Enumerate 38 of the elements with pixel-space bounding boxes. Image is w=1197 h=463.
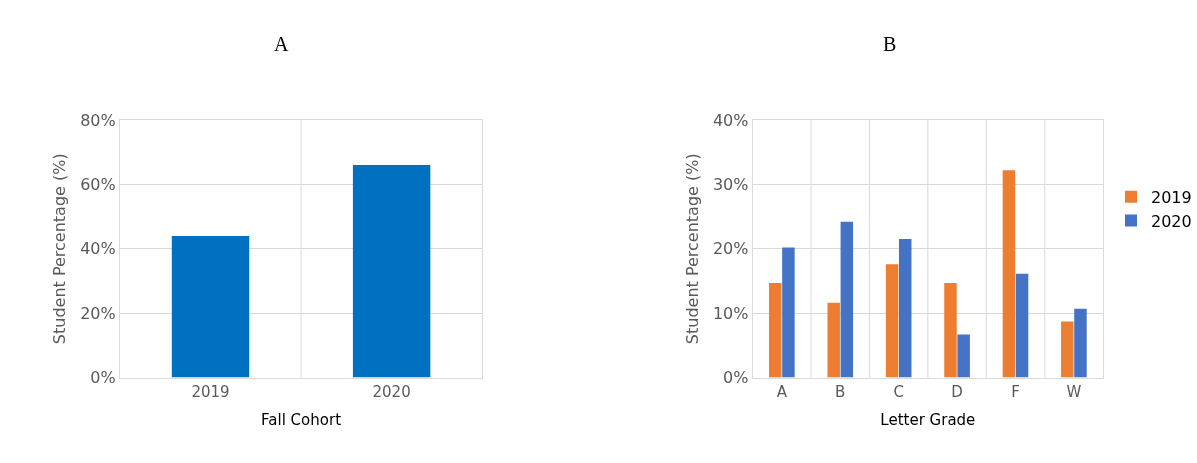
bar [769,282,782,378]
legend-label: 2019 [1151,187,1192,207]
y-tick-label: 0% [723,368,749,388]
bar [957,334,970,378]
y-tick-label: 80% [80,110,116,130]
bar [840,221,854,378]
x-axis-title: Fall Cohort [261,410,342,429]
y-axis-title: Student Percentage (%) [682,153,702,345]
y-tick-label: 40% [80,239,116,259]
chart-title: A [274,33,289,55]
x-tick-label: W [1066,382,1082,401]
y-axis-title: Student Percentage (%) [50,153,70,345]
bar [1074,308,1087,378]
y-tick-label: 20% [712,239,749,259]
y-tick-label: 30% [712,174,749,194]
bar [1015,273,1029,378]
x-tick-label: 2020 [372,382,411,401]
x-tick-label: 2019 [191,382,230,401]
x-tick-label: C [893,382,904,401]
y-tick-label: 10% [712,303,749,323]
y-tick-label: 20% [80,303,116,323]
legend-label: 2020 [1151,211,1192,231]
x-tick-label: F [1011,382,1020,401]
x-tick-label: D [951,382,963,401]
bar [1002,170,1016,378]
chart-title: B [883,33,897,55]
y-tick-label: 40% [712,110,749,130]
x-tick-label: A [776,382,788,401]
y-tick-label: 60% [80,174,116,194]
bar [827,302,840,378]
bar [944,282,957,378]
bar [1061,321,1074,378]
bar [898,239,912,378]
y-tick-label: 0% [90,368,116,388]
x-axis-title: Letter Grade [880,410,976,429]
bar [782,247,795,378]
x-tick-label: B [835,382,846,401]
bar [885,264,899,378]
